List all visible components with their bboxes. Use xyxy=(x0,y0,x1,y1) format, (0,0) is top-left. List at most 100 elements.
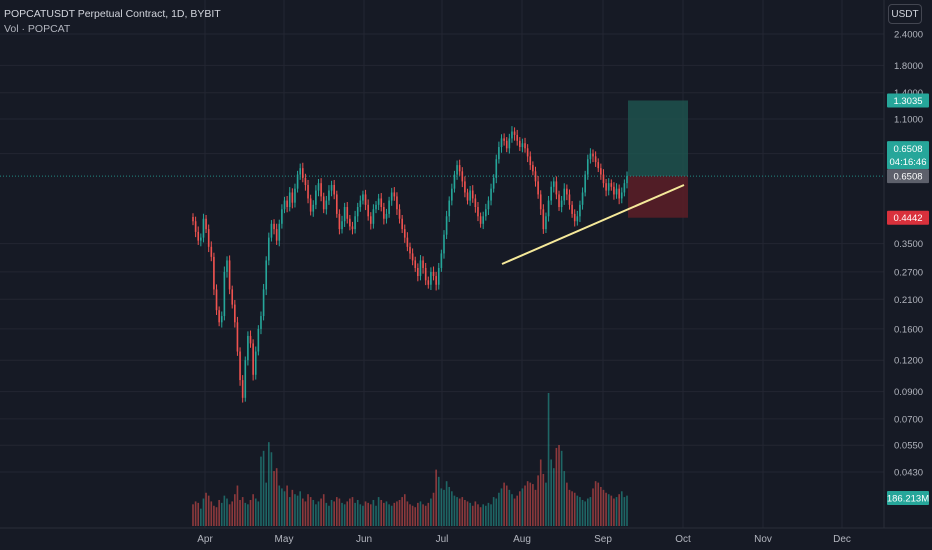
candle-body xyxy=(309,198,312,212)
volume-bar xyxy=(550,459,552,526)
candle-body xyxy=(385,213,388,219)
candle-body xyxy=(215,289,218,311)
candle-body xyxy=(294,188,296,203)
volume-bar xyxy=(362,505,364,526)
volume-bar xyxy=(427,502,430,526)
volume-bar xyxy=(296,495,299,526)
volume-bar xyxy=(490,504,492,526)
candle-body xyxy=(618,188,620,199)
currency-button[interactable]: USDT xyxy=(888,4,922,24)
candle-body xyxy=(254,351,257,375)
candle-body xyxy=(539,194,542,210)
volume-bar xyxy=(597,482,600,526)
volume-bar xyxy=(283,491,286,526)
volume-bar xyxy=(448,486,451,526)
volume-bar xyxy=(513,498,516,526)
volume-bar xyxy=(223,495,226,526)
volume-bar xyxy=(539,459,542,526)
candle-body xyxy=(615,188,618,195)
candle-body xyxy=(547,200,550,217)
stop-price-tag-text: 0.4442 xyxy=(893,213,922,224)
volume-bar xyxy=(401,497,403,526)
volume-bar xyxy=(432,492,435,526)
volume-bar xyxy=(343,504,346,526)
candle-body xyxy=(362,194,364,201)
volume-bar xyxy=(516,495,519,526)
volume-bar xyxy=(354,502,356,526)
target-price-tag-bg xyxy=(887,93,929,108)
volume-bar xyxy=(239,499,241,526)
candle-body xyxy=(281,209,283,224)
candle-body xyxy=(312,204,315,212)
candle-body xyxy=(485,209,487,217)
volume-bar xyxy=(406,501,409,526)
candle-body xyxy=(417,267,419,277)
candle-body xyxy=(487,200,490,210)
volume-bar xyxy=(524,485,526,526)
candle-body xyxy=(236,322,239,352)
volume-bar xyxy=(294,494,296,526)
candle-body xyxy=(257,328,260,352)
candle-body xyxy=(364,194,367,205)
volume-bar xyxy=(228,504,231,526)
volume-bar xyxy=(213,505,215,526)
volume-bar xyxy=(419,501,422,526)
candle-body xyxy=(437,267,440,285)
time-axis-label: Sep xyxy=(594,534,612,545)
candle-body xyxy=(600,168,602,175)
trendline xyxy=(501,184,685,265)
candle-body xyxy=(414,260,417,268)
candle-body xyxy=(317,183,320,191)
volume-bar xyxy=(322,494,325,526)
volume-bar xyxy=(563,471,566,526)
volume-bar xyxy=(443,489,445,526)
volume-bar xyxy=(453,495,456,526)
candle-body xyxy=(432,271,435,277)
candle-body xyxy=(335,194,338,214)
candle-body xyxy=(356,207,359,217)
price-axis-label: 0.3500 xyxy=(894,239,923,250)
volume-bar xyxy=(226,498,228,526)
price-axis-label: 0.0700 xyxy=(894,414,923,425)
target-price-tag-text: 1.3035 xyxy=(893,96,922,107)
candle-body xyxy=(275,229,278,241)
candle-body xyxy=(477,207,479,217)
volume-bar xyxy=(351,497,354,526)
volume-bar xyxy=(500,488,503,526)
candle-body xyxy=(393,192,396,197)
candle-body xyxy=(532,165,534,172)
volume-bar xyxy=(461,497,464,526)
volume-bar xyxy=(307,494,309,526)
volume-bar xyxy=(383,502,385,526)
volume-bar xyxy=(268,442,270,526)
candle-body xyxy=(301,168,304,178)
volume-bar xyxy=(385,501,388,526)
volume-bar xyxy=(411,505,414,526)
volume-bar xyxy=(312,499,315,526)
volume-bar xyxy=(409,504,411,526)
volume-bar xyxy=(338,498,341,526)
candle-body xyxy=(584,174,586,193)
time-axis-label: Aug xyxy=(513,534,531,545)
candle-body xyxy=(430,271,432,285)
price-axis-label: 0.0430 xyxy=(894,468,923,479)
candle-body xyxy=(205,218,207,230)
volume-bar xyxy=(281,488,283,526)
volume-bar xyxy=(372,499,375,526)
volume-bar xyxy=(396,501,398,526)
candle-body xyxy=(231,289,234,305)
candle-body xyxy=(443,234,445,254)
volume-tag-bg xyxy=(887,491,929,505)
target-zone xyxy=(628,100,688,177)
candle-body xyxy=(249,335,252,344)
candle-body xyxy=(511,131,513,139)
time-axis-label: Oct xyxy=(675,534,691,545)
price-axis-label: 0.2700 xyxy=(894,267,923,278)
candle-body xyxy=(247,335,249,361)
volume-bar xyxy=(605,492,607,526)
volume-bar xyxy=(197,502,200,526)
volume-bar xyxy=(607,494,610,526)
candle-body xyxy=(202,218,205,238)
candle-body xyxy=(396,196,398,210)
